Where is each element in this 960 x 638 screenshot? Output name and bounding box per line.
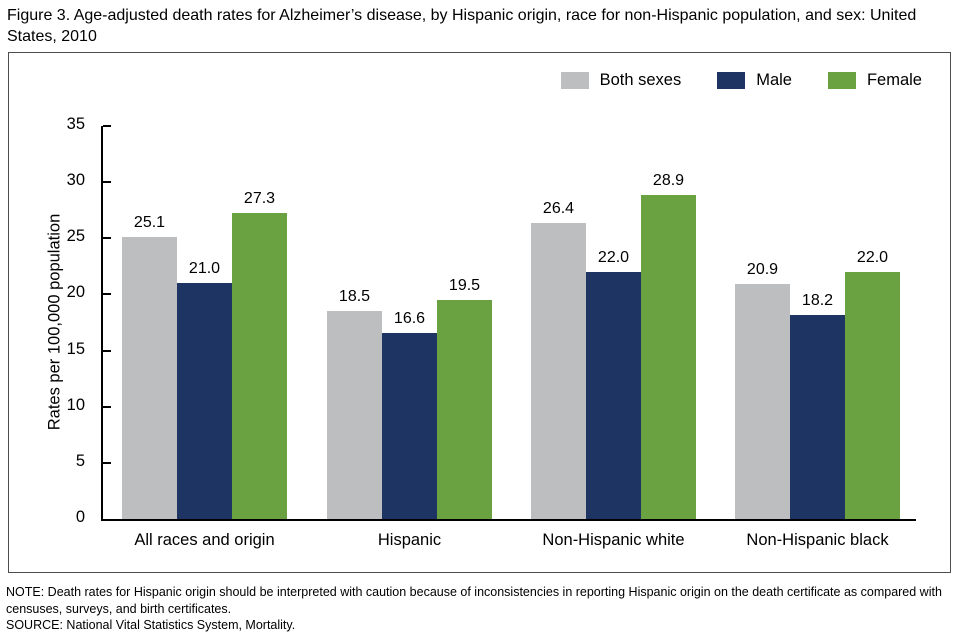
bar-group-non-hispanic-black: 20.9 18.2 22.0 — [735, 126, 900, 519]
y-axis-tick — [103, 349, 111, 352]
bar-both-sexes-hispanic — [327, 311, 382, 519]
bar-female-hispanic — [437, 300, 492, 519]
bar-group-hispanic: 18.5 16.6 19.5 — [327, 126, 492, 519]
y-axis-tick — [103, 293, 111, 296]
y-axis-tick-label: 35 — [66, 115, 85, 133]
figure-title: Figure 3. Age-adjusted death rates for A… — [7, 7, 917, 46]
y-axis-tick-label: 5 — [75, 451, 85, 470]
y-axis-tick-label: 15 — [66, 339, 85, 358]
source-text: SOURCE: National Vital Statistics System… — [6, 618, 296, 632]
category-label-non-hispanic-white: Non-Hispanic white — [542, 531, 685, 549]
category-label-hispanic: Hispanic — [377, 531, 442, 549]
y-axis-tick-label: 10 — [66, 395, 85, 414]
value-label-male-non-hispanic-black: 18.2 — [801, 291, 834, 309]
y-axis-tick — [103, 125, 111, 127]
bar-male-all-races-and-origin — [177, 283, 232, 519]
value-label-female-all-races-and-origin: 27.3 — [243, 189, 276, 207]
value-label-male-hispanic: 16.6 — [393, 309, 426, 327]
chart-frame: Both sexes Male Female Rates per 100,000 p… — [8, 52, 951, 573]
value-label-female-non-hispanic-white: 28.9 — [652, 171, 685, 189]
value-label-female-non-hispanic-black: 22.0 — [856, 249, 889, 266]
footnotes: NOTE: Death rates for Hispanic origin sh… — [6, 584, 954, 634]
y-axis-tick-label: 25 — [66, 227, 85, 246]
value-label-male-all-races-and-origin: 21.0 — [188, 260, 221, 278]
category-label-non-hispanic-black: Non-Hispanic black — [746, 531, 889, 549]
legend-item-male: Male — [717, 71, 792, 90]
bar-female-all-races-and-origin — [232, 212, 287, 519]
legend-swatch-female — [827, 72, 856, 89]
legend: Both sexes Male Female — [560, 71, 922, 90]
bar-male-non-hispanic-black — [790, 314, 845, 519]
legend-swatch-male — [717, 72, 746, 89]
note-text: NOTE: Death rates for Hispanic origin sh… — [6, 585, 942, 616]
bar-group-non-hispanic-white: 26.4 22.0 28.9 — [531, 126, 696, 519]
bar-group-all-races-and-origin: 25.1 21.0 27.3 — [122, 126, 287, 519]
legend-item-female: Female — [827, 71, 922, 90]
value-label-both-sexes-non-hispanic-black: 20.9 — [746, 261, 779, 279]
legend-label-female: Female — [866, 71, 922, 89]
category-label-all-races-and-origin: All races and origin — [134, 531, 275, 549]
bar-male-hispanic — [382, 332, 437, 519]
bar-female-non-hispanic-black — [845, 272, 900, 519]
value-label-female-hispanic: 19.5 — [448, 277, 481, 294]
y-axis-tick — [103, 181, 111, 184]
y-axis-tick — [103, 461, 111, 464]
y-axis-tick — [103, 237, 111, 240]
legend-swatch-both-sexes — [560, 72, 589, 89]
value-label-both-sexes-hispanic: 18.5 — [338, 288, 371, 306]
bar-male-non-hispanic-white — [586, 272, 641, 519]
value-label-both-sexes-all-races-and-origin: 25.1 — [133, 214, 166, 232]
y-axis-tick-label: 20 — [66, 283, 85, 302]
legend-item-both-sexes: Both sexes — [560, 71, 682, 90]
bar-both-sexes-non-hispanic-black — [735, 284, 790, 519]
bar-both-sexes-all-races-and-origin — [122, 237, 177, 519]
bar-both-sexes-non-hispanic-white — [531, 222, 586, 519]
plot-area: 0 5 10 15 20 25 30 35 25.1 21.0 27.3 All races and … — [67, 115, 916, 549]
legend-label-both-sexes: Both sexes — [599, 71, 682, 89]
value-label-male-non-hispanic-white: 22.0 — [597, 249, 630, 266]
legend-label-male: Male — [756, 71, 792, 89]
y-axis-tick-label: 30 — [66, 171, 85, 190]
y-axis-tick — [103, 405, 111, 408]
y-axis-tick-label: 0 — [75, 508, 85, 526]
value-label-both-sexes-non-hispanic-white: 26.4 — [542, 199, 575, 217]
bar-female-non-hispanic-white — [641, 194, 696, 519]
